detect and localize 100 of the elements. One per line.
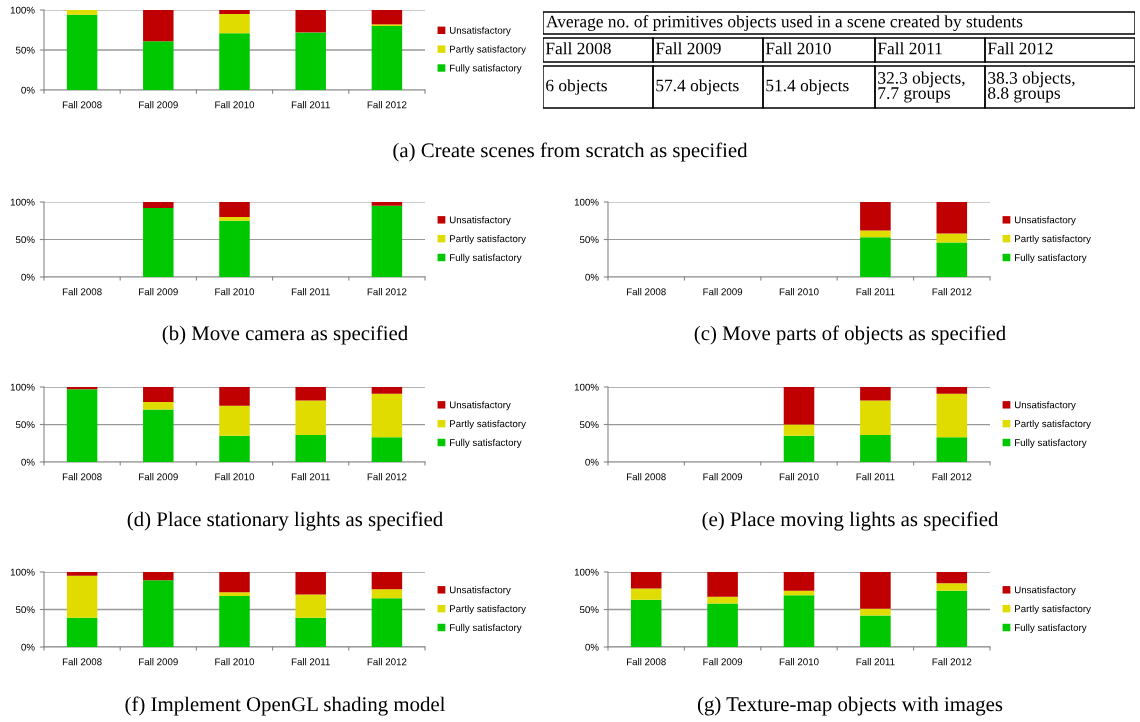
bar	[219, 435, 250, 462]
bar	[936, 583, 968, 591]
x-tick-label: Fall 2011	[291, 658, 330, 666]
y-tick-label: 100%	[10, 198, 35, 206]
x-tick-label: Fall 2011	[856, 658, 895, 666]
y-tick-label: 0%	[585, 273, 599, 281]
text: 57.4 objects	[656, 79, 739, 95]
legend-label: Fully satisfactory	[1015, 438, 1087, 448]
x-tick-label: Fall 2011	[291, 473, 330, 481]
legend-label: Partly satisfactory	[1015, 604, 1091, 615]
bar	[860, 387, 891, 401]
bar	[860, 230, 891, 238]
bar	[219, 592, 250, 596]
text: (e) Place moving lights as specified	[702, 511, 999, 531]
bar	[295, 10, 326, 33]
legend-label: Fully satisfactory	[1015, 623, 1087, 633]
legend-label: Unsatisfactory	[449, 401, 511, 411]
bar	[295, 32, 326, 90]
bar	[371, 393, 403, 438]
bar	[707, 572, 738, 597]
legend-label: Fully satisfactory	[450, 64, 522, 74]
y-tick-label: 100%	[574, 198, 599, 206]
legend-label: Fully satisfactory	[450, 623, 522, 633]
bar	[371, 205, 403, 277]
legend-label: Fully satisfactory	[450, 438, 522, 448]
bar	[219, 217, 250, 221]
legend-label: Unsatisfactory	[449, 586, 511, 596]
bar	[143, 387, 174, 402]
bar	[143, 202, 174, 208]
legend-label: Partly satisfactory	[450, 419, 526, 430]
x-tick-label: Fall 2008	[627, 288, 666, 296]
legend-label: Unsatisfactory	[1014, 216, 1076, 226]
bar	[219, 202, 250, 217]
bar	[295, 400, 326, 435]
bar	[66, 575, 98, 618]
y-tick-label: 50%	[15, 236, 35, 244]
bar	[219, 596, 250, 647]
bar	[783, 435, 815, 462]
y-tick-label: 50%	[15, 606, 35, 614]
x-tick-label: Fall 2010	[779, 473, 819, 481]
bar	[936, 387, 968, 394]
y-tick-label: 100%	[574, 383, 599, 391]
bar	[143, 208, 174, 277]
legend-label: Partly satisfactory	[1015, 234, 1091, 245]
bar	[936, 202, 968, 234]
x-tick-label: Fall 2008	[627, 658, 666, 666]
bar	[860, 202, 891, 231]
text: 38.3 objects, 8.8 groups	[988, 71, 1075, 103]
x-tick-label: Fall 2009	[139, 658, 178, 666]
y-tick-label: 0%	[21, 86, 35, 94]
x-tick-label: Fall 2012	[367, 288, 407, 296]
y-tick-label: 0%	[21, 458, 35, 466]
bar	[371, 589, 403, 599]
bar	[371, 572, 403, 590]
x-tick-label: Fall 2010	[215, 473, 255, 481]
y-tick-label: 100%	[10, 568, 35, 576]
bar	[143, 409, 174, 462]
y-tick-label: 50%	[579, 606, 599, 614]
bar	[860, 400, 891, 435]
bar	[143, 402, 174, 410]
bar	[143, 580, 174, 647]
bar	[66, 14, 98, 90]
bar	[860, 572, 891, 609]
bar	[219, 33, 250, 90]
bar	[66, 572, 98, 576]
y-tick-label: 50%	[15, 421, 35, 429]
x-tick-label: Fall 2009	[703, 473, 743, 481]
bar	[295, 435, 326, 462]
legend-label: Unsatisfactory	[1014, 401, 1076, 411]
x-tick-label: Fall 2012	[932, 658, 972, 666]
bar	[783, 572, 815, 591]
x-tick-label: Fall 2008	[62, 658, 102, 666]
bar	[707, 603, 738, 647]
category-label: Fall 2010	[765, 42, 831, 55]
bar	[295, 387, 326, 401]
bar	[371, 26, 403, 90]
text: (a) Create scenes from scratch as specified	[393, 142, 748, 162]
text: (g) Texture-map objects with images	[697, 696, 1003, 716]
bar	[219, 14, 250, 34]
text: (c) Move parts of objects as specified	[694, 325, 1006, 345]
bar	[936, 233, 968, 243]
y-tick-label: 100%	[574, 568, 599, 576]
bar	[630, 588, 662, 600]
y-tick-label: 0%	[585, 643, 599, 651]
y-tick-label: 100%	[10, 6, 35, 14]
legend-label: Fully satisfactory	[1015, 253, 1087, 263]
bar	[295, 594, 326, 618]
y-tick-label: 50%	[579, 236, 599, 244]
bar	[66, 389, 98, 462]
legend-label: Partly satisfactory	[450, 234, 526, 245]
x-tick-label: Fall 2011	[856, 473, 895, 481]
legend-label: Partly satisfactory	[1015, 419, 1091, 430]
bar	[219, 572, 250, 593]
category-label: Fall 2012	[987, 42, 1053, 55]
bar	[630, 599, 662, 647]
bar	[295, 572, 326, 595]
bar	[936, 572, 968, 584]
text: 6 objects	[546, 79, 607, 95]
bar	[936, 393, 968, 438]
x-tick-label: Fall 2008	[62, 288, 102, 296]
